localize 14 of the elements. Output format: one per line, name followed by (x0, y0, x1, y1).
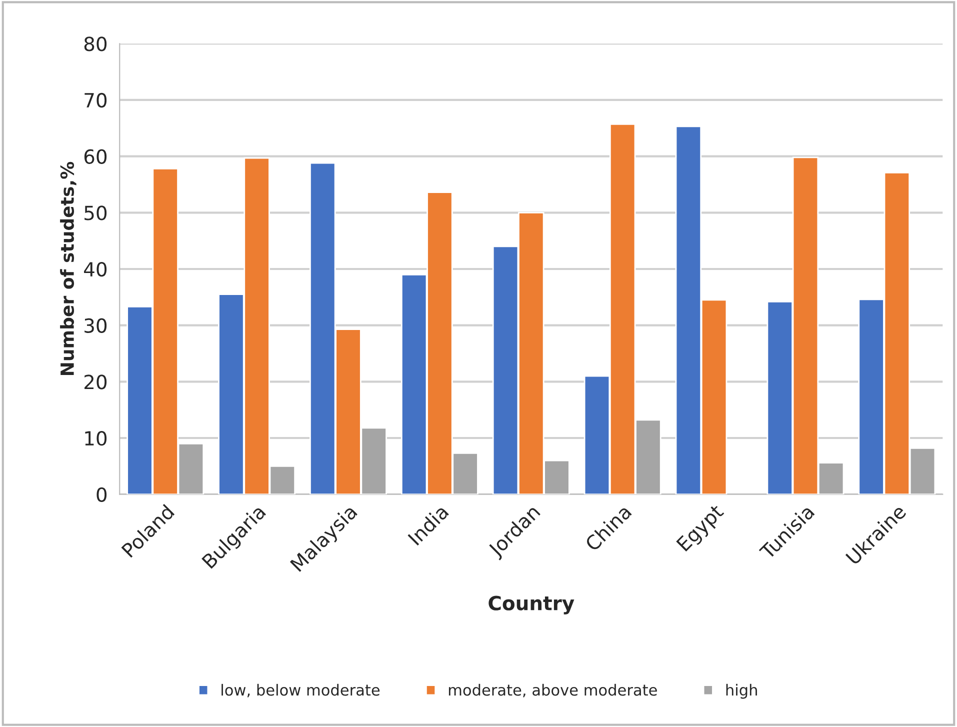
y-tick-label: 50 (84, 206, 107, 220)
x-axis-title: Country (488, 596, 574, 614)
y-tick-label: 60 (84, 149, 107, 164)
y-tick-label: 40 (84, 262, 107, 277)
legend-label: moderate, above moderate (448, 684, 657, 698)
y-tick-label: 20 (84, 374, 107, 390)
legend-label: high (726, 684, 757, 699)
legend-label: low, below moderate (222, 684, 380, 698)
y-axis-title: Number of studets,% (60, 162, 76, 376)
y-tick-label: 80 (84, 36, 107, 52)
y-tick-label: 0 (96, 487, 107, 502)
y-tick-label: 30 (84, 318, 107, 333)
y-tick-label: 70 (84, 92, 107, 108)
y-tick-label: 10 (85, 430, 107, 446)
